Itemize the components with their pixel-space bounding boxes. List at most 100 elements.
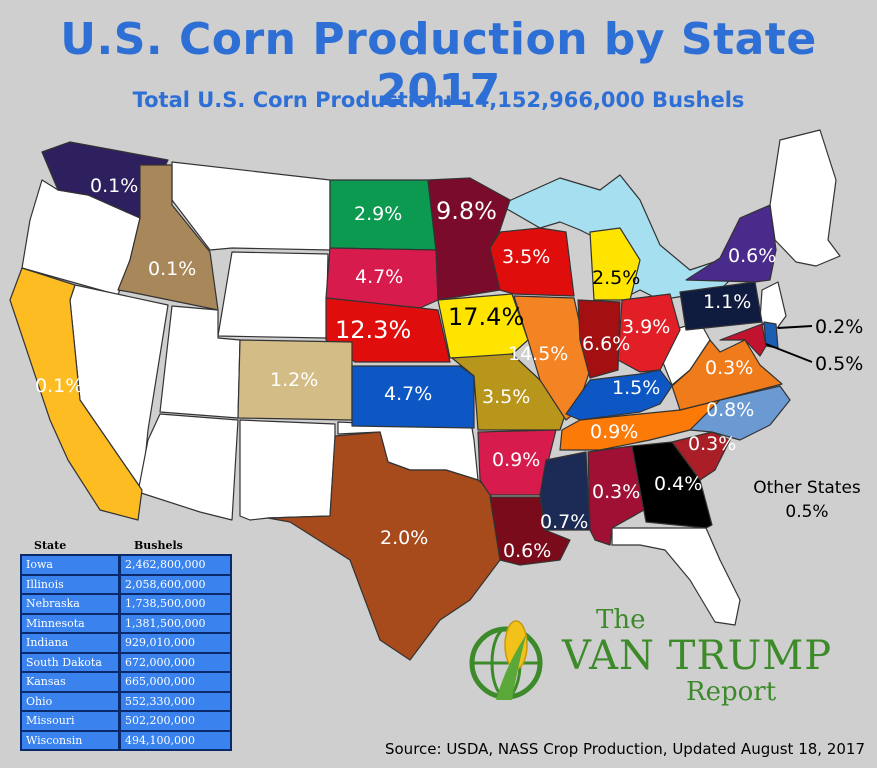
state-sd bbox=[325, 247, 439, 309]
state-ne bbox=[325, 297, 451, 363]
globe-corn-icon bbox=[469, 620, 543, 700]
cell-state: Illinois bbox=[22, 575, 118, 593]
header-state: State bbox=[34, 538, 67, 552]
page-subtitle: Total U.S. Corn Production: 14,152,966,0… bbox=[132, 88, 745, 112]
label-sc: 0.3% bbox=[688, 433, 736, 455]
state-fl bbox=[611, 527, 741, 626]
cell-bushels: 552,330,000 bbox=[121, 692, 230, 710]
source-note: Source: USDA, NASS Crop Production, Upda… bbox=[384, 740, 865, 758]
label-tx: 2.0% bbox=[380, 527, 428, 549]
cell-state: South Dakota bbox=[22, 653, 118, 671]
label-oh: 3.9% bbox=[622, 316, 670, 338]
table-row: Wisconsin 494,100,000 bbox=[22, 731, 230, 749]
label-al: 0.3% bbox=[592, 481, 640, 503]
label-va: 0.3% bbox=[705, 357, 753, 379]
cell-bushels: 1,738,500,000 bbox=[121, 595, 230, 613]
state-tx bbox=[267, 431, 501, 661]
table-row: Minnesota 1,381,500,000 bbox=[22, 614, 230, 632]
cell-state: Missouri bbox=[22, 712, 118, 730]
table-row: Missouri 502,200,000 bbox=[22, 712, 230, 730]
logo-report: Report bbox=[686, 677, 777, 707]
table-row: Nebraska 1,738,500,000 bbox=[22, 595, 230, 613]
logo-name: VAN TRUMP bbox=[562, 633, 833, 679]
cell-bushels: 1,381,500,000 bbox=[121, 614, 230, 632]
cell-bushels: 672,000,000 bbox=[121, 653, 230, 671]
label-sd: 4.7% bbox=[355, 266, 403, 288]
de-leader bbox=[777, 325, 813, 329]
state-mo bbox=[451, 353, 567, 431]
label-co: 1.2% bbox=[270, 369, 318, 391]
header-bushels: Bushels bbox=[134, 538, 183, 552]
state-md bbox=[719, 323, 767, 357]
label-ca: 0.1% bbox=[35, 375, 83, 397]
other-states-label: Other States bbox=[753, 478, 861, 498]
table-body: Iowa 2,462,800,000 Illinois 2,058,600,000 … bbox=[20, 554, 232, 751]
state-az bbox=[137, 413, 239, 521]
other-states-value: 0.5% bbox=[785, 502, 829, 522]
cell-bushels: 665,000,000 bbox=[121, 673, 230, 691]
cell-state: Ohio bbox=[22, 692, 118, 710]
state-va bbox=[671, 339, 783, 411]
label-wi: 3.5% bbox=[502, 246, 550, 268]
state-mi bbox=[589, 227, 641, 301]
cell-bushels: 929,010,000 bbox=[121, 634, 230, 652]
label-mo: 3.5% bbox=[482, 386, 530, 408]
state-ca bbox=[9, 267, 143, 521]
cell-state: Nebraska bbox=[22, 595, 118, 613]
table-row: South Dakota 672,000,000 bbox=[22, 653, 230, 671]
label-ky: 1.5% bbox=[612, 377, 660, 399]
label-ks: 4.7% bbox=[384, 383, 432, 405]
table-header: State Bushels bbox=[20, 536, 232, 554]
state-wy bbox=[217, 251, 329, 339]
cell-state: Iowa bbox=[22, 556, 118, 574]
label-in: 6.6% bbox=[582, 333, 630, 355]
table-row: Kansas 665,000,000 bbox=[22, 673, 230, 691]
cell-bushels: 502,200,000 bbox=[121, 712, 230, 730]
label-la: 0.6% bbox=[503, 540, 551, 562]
label-ia: 17.4% bbox=[448, 303, 524, 331]
state-ia bbox=[437, 293, 529, 359]
table-row: Iowa 2,462,800,000 bbox=[22, 556, 230, 574]
cell-state: Indiana bbox=[22, 634, 118, 652]
table-row: Illinois 2,058,600,000 bbox=[22, 575, 230, 593]
cell-bushels: 494,100,000 bbox=[121, 731, 230, 749]
cell-state: Minnesota bbox=[22, 614, 118, 632]
label-nd: 2.9% bbox=[354, 203, 402, 225]
state-ms bbox=[539, 451, 591, 531]
label-ms: 0.7% bbox=[540, 511, 588, 533]
state-ny bbox=[685, 204, 777, 283]
state-pa bbox=[679, 281, 763, 331]
state-sc bbox=[671, 431, 731, 481]
label-pa: 1.1% bbox=[703, 291, 751, 313]
cell-bushels: 2,058,600,000 bbox=[121, 575, 230, 593]
state-nm bbox=[239, 419, 336, 521]
state-in bbox=[577, 299, 621, 379]
state-ks bbox=[351, 365, 475, 429]
page-title: U.S. Corn Production by State 2017 bbox=[60, 14, 817, 116]
state-ne-region bbox=[769, 129, 841, 267]
label-de: 0.2% bbox=[815, 316, 863, 338]
label-mi: 2.5% bbox=[592, 267, 640, 289]
label-nc: 0.8% bbox=[706, 399, 754, 421]
state-wi bbox=[489, 227, 575, 297]
label-wa: 0.1% bbox=[90, 175, 138, 197]
label-id: 0.1% bbox=[148, 258, 196, 280]
label-mn: 9.8% bbox=[436, 197, 497, 225]
cell-bushels: 2,462,800,000 bbox=[121, 556, 230, 574]
label-ar: 0.9% bbox=[492, 449, 540, 471]
state-id bbox=[117, 164, 219, 311]
label-il: 14.5% bbox=[508, 343, 568, 365]
cell-state: Wisconsin bbox=[22, 731, 118, 749]
other-states-note: Other States 0.5% bbox=[742, 476, 872, 524]
table-row: Indiana 929,010,000 bbox=[22, 634, 230, 652]
logo-the: The bbox=[596, 605, 646, 635]
label-ny: 0.6% bbox=[728, 245, 776, 267]
label-md: 0.5% bbox=[815, 353, 863, 375]
label-tn: 0.9% bbox=[590, 421, 638, 443]
production-table: State Bushels Iowa 2,462,800,000 Illinois… bbox=[20, 536, 232, 751]
md-leader bbox=[765, 343, 813, 363]
label-ne: 12.3% bbox=[335, 316, 411, 344]
table-row: Ohio 552,330,000 bbox=[22, 692, 230, 710]
cell-state: Kansas bbox=[22, 673, 118, 691]
